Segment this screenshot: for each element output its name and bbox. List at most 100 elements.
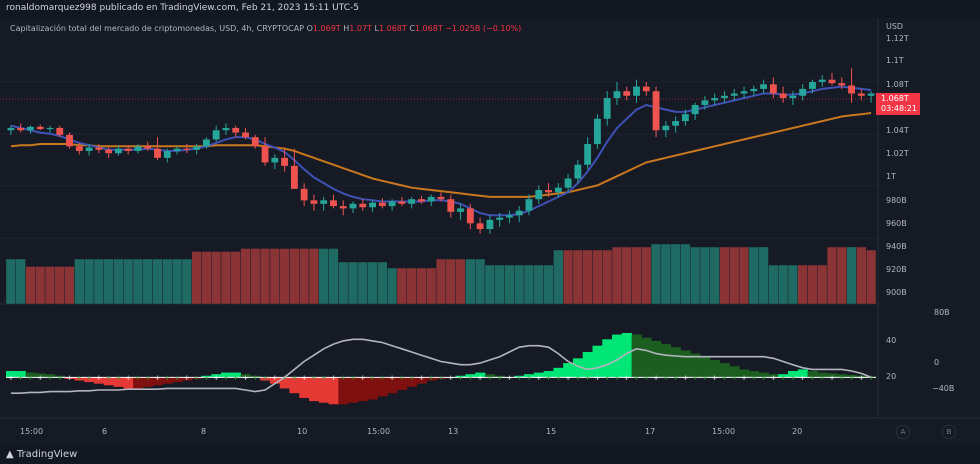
squeeze-dot: + xyxy=(409,374,415,382)
volume-bar xyxy=(690,247,700,304)
volume-bar xyxy=(729,247,739,304)
candle-body xyxy=(7,128,14,130)
candle-body xyxy=(721,96,728,98)
candle-body xyxy=(848,85,855,93)
current-price: 1.068T xyxy=(881,94,920,104)
squeeze-dot: + xyxy=(438,374,444,382)
candle-body xyxy=(565,179,572,188)
squeeze-dot: + xyxy=(419,374,425,382)
log-scale-button[interactable]: B xyxy=(942,425,956,439)
volume-bar xyxy=(436,259,446,304)
chart-area[interactable]: + + + + + + + + + + + + + + + + + + + + + + + + + + + + + + + + + + + + + + + +… xyxy=(0,18,980,445)
volume-bar xyxy=(231,252,241,305)
y-label-940b: 940B xyxy=(886,242,907,251)
x-label-1500-c: 15:00 xyxy=(712,427,735,436)
osc-label-40: 40 xyxy=(886,336,896,345)
squeeze-dot: + xyxy=(800,374,806,382)
osc-histogram-bar xyxy=(641,338,651,378)
candle-body xyxy=(76,146,83,151)
candle-body xyxy=(408,199,415,204)
volume-bar xyxy=(593,250,603,304)
candle-body xyxy=(643,87,650,92)
squeeze-dot: + xyxy=(106,374,112,382)
volume-bar xyxy=(143,259,153,304)
candle-body xyxy=(858,93,865,95)
volume-bar xyxy=(397,268,407,304)
squeeze-dot: + xyxy=(770,374,776,382)
candle-body xyxy=(516,211,523,216)
volume-bar xyxy=(280,249,290,305)
osc-label-neg40b: −40B xyxy=(932,384,954,393)
auto-scale-button[interactable]: A xyxy=(896,425,910,439)
volume-bar xyxy=(544,265,554,304)
candle-body xyxy=(95,147,102,149)
y-label-980b: 980B xyxy=(886,196,907,205)
squeeze-dot: + xyxy=(458,374,464,382)
squeeze-dot: + xyxy=(634,374,640,382)
candle-body xyxy=(428,197,435,202)
candle-body xyxy=(692,105,699,114)
x-label-15: 15 xyxy=(546,427,556,436)
y-label-1-1t: 1.1T xyxy=(886,56,904,65)
candle-body xyxy=(819,80,826,82)
squeeze-dot: + xyxy=(223,374,229,382)
volume-bar xyxy=(192,252,202,305)
y-label-1-04t: 1.04T xyxy=(886,126,909,135)
squeeze-dot: + xyxy=(722,374,728,382)
legend-symbol: Capitalización total del mercado de crip… xyxy=(10,24,304,33)
x-label-1500-a: 15:00 xyxy=(20,427,43,436)
volume-bar xyxy=(348,262,358,304)
candle-body xyxy=(535,190,542,199)
candle-body xyxy=(809,82,816,89)
candle-body xyxy=(653,91,660,130)
osc-histogram-bar xyxy=(632,335,642,378)
legend-change: −1.025B (−0.10%) xyxy=(445,24,521,33)
squeeze-dot: + xyxy=(301,374,307,382)
volume-bar xyxy=(456,259,466,304)
candle-body xyxy=(594,119,601,144)
x-label-17: 17 xyxy=(645,427,655,436)
squeeze-dot: + xyxy=(399,374,405,382)
squeeze-dot: + xyxy=(575,374,581,382)
volume-bar xyxy=(710,247,720,304)
candle-body xyxy=(350,204,357,209)
volume-bar xyxy=(123,259,133,304)
squeeze-dot: + xyxy=(67,374,73,382)
squeeze-dot: + xyxy=(321,374,327,382)
squeeze-dot: + xyxy=(350,374,356,382)
volume-bar xyxy=(563,250,573,304)
brand-name: TradingView xyxy=(17,449,77,460)
volume-bar xyxy=(45,267,55,305)
candle-body xyxy=(271,158,278,163)
candle-body xyxy=(193,146,200,149)
candle-body xyxy=(789,96,796,98)
candle-body xyxy=(232,128,239,133)
volume-bar xyxy=(104,259,114,304)
squeeze-dot: + xyxy=(692,374,698,382)
y-label-1t: 1T xyxy=(886,172,896,181)
chart-svg[interactable]: + + + + + + + + + + + + + + + + + + + + + + + + + + + + + + + + + + + + + + + +… xyxy=(0,18,980,445)
volume-bar xyxy=(162,259,172,304)
squeeze-dot: + xyxy=(360,374,366,382)
candle-body xyxy=(242,133,249,138)
candle-body xyxy=(144,146,151,148)
squeeze-dot: + xyxy=(262,374,268,382)
squeeze-dot: + xyxy=(536,374,542,382)
candle-body xyxy=(526,199,533,210)
osc-label-0: 0 xyxy=(934,358,939,367)
squeeze-dot: + xyxy=(389,374,395,382)
squeeze-dot: + xyxy=(614,374,620,382)
tradingview-logo[interactable]: ▲ TradingView xyxy=(6,449,77,460)
candle-body xyxy=(213,130,220,139)
candle-body xyxy=(614,91,621,98)
volume-bar xyxy=(172,259,182,304)
squeeze-dot: + xyxy=(115,374,121,382)
squeeze-dot: + xyxy=(682,374,688,382)
candle-body xyxy=(623,91,630,96)
squeeze-dot: + xyxy=(8,374,14,382)
squeeze-dot: + xyxy=(252,374,258,382)
osc-label-20: 20 xyxy=(886,372,896,381)
candle-body xyxy=(27,127,34,130)
candle-body xyxy=(164,151,171,158)
x-label-10: 10 xyxy=(297,427,307,436)
